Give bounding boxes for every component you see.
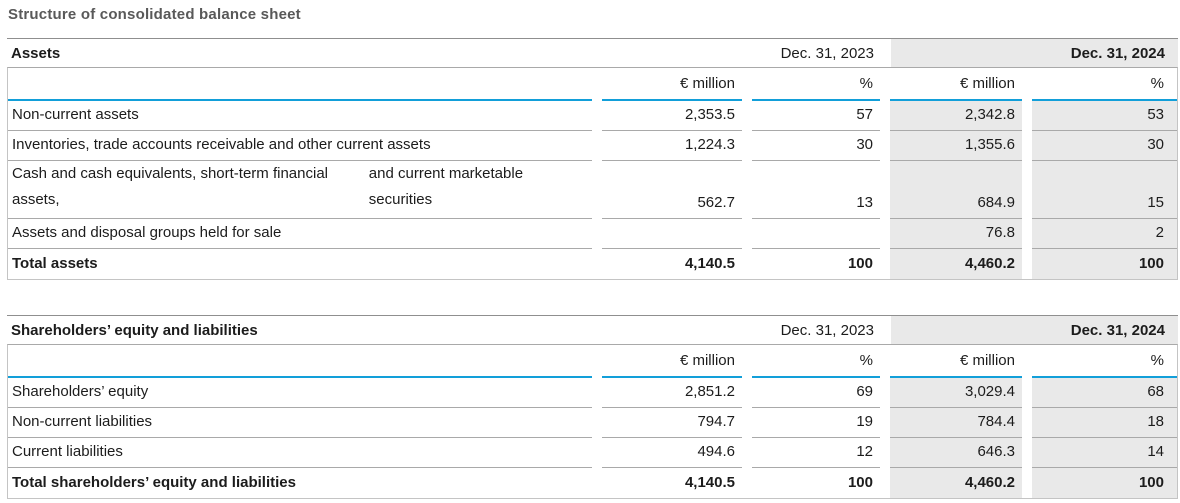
equity-table-body: € million % € million % Shareholders’ eq… [7,344,1178,499]
value-2024-percent: 100 [1032,468,1177,498]
unit-header-2024-eur-million: € million [890,345,1022,378]
value-2024-percent: 100 [1032,249,1177,279]
row-label: Non-current assets [8,101,592,131]
value-2024-percent: 30 [1032,131,1177,161]
unit-header-2024-percent: % [1032,68,1177,101]
value-2023-percent: 69 [752,378,880,408]
value-2023-eur-million: 2,851.2 [602,378,742,408]
value-2023-percent: 100 [847,474,873,491]
unit-header-2023-eur-million: € million [602,68,742,101]
table-row: Assets and disposal groups held for sale… [8,219,1177,249]
value-2024-eur-million: 684.9 [890,161,1022,219]
column-header-dec-31-2024: Dec. 31, 2024 [891,316,1178,344]
row-label: Current liabilities [8,438,592,468]
unit-header-spacer [8,68,592,101]
table-row: Non-current assets 2,353.5 57 2,342.8 53 [8,101,1177,131]
unit-header-row: € million % € million % [8,68,1177,101]
row-label: Assets and disposal groups held for sale [8,219,592,249]
value-2024-eur-million: 4,460.2 [890,249,1022,279]
value-2024-eur-million: 784.4 [890,408,1022,438]
page-title: Structure of consolidated balance sheet [8,6,301,23]
column-header-dec-31-2023: Dec. 31, 2023 [780,45,874,62]
value-2024-eur-million: 1,355.6 [890,131,1022,161]
assets-table-header-row: Assets Dec. 31, 2023 Dec. 31, 2024 [7,39,1178,67]
unit-header-2024-eur-million: € million [890,68,1022,101]
value-2024-eur-million: 76.8 [890,219,1022,249]
unit-header-2023-percent: % [752,68,880,101]
value-2023-percent: 100 [847,255,873,272]
table-row: Total assets 4,140.5 100 4,460.2 100 [8,249,1177,279]
value-2024-percent: 68 [1032,378,1177,408]
equity-table-title: Shareholders’ equity and liabilities [11,322,258,339]
table-row: Current liabilities 494.6 12 646.3 14 [8,438,1177,468]
value-2024-percent: 14 [1032,438,1177,468]
unit-header-spacer [8,345,592,378]
assets-table: Assets Dec. 31, 2023 Dec. 31, 2024 € mil… [7,38,1178,280]
value-2024-eur-million: 4,460.2 [890,468,1022,498]
value-2023-eur-million: 794.7 [602,408,742,438]
value-2023-eur-million: 562.7 [602,161,742,219]
value-2023-percent: 13 [752,161,880,219]
equity-table-header-row: Shareholders’ equity and liabilities Dec… [7,316,1178,344]
value-2024-percent: 18 [1032,408,1177,438]
unit-header-2023-percent: % [752,345,880,378]
column-header-dec-31-2023: Dec. 31, 2023 [780,322,874,339]
table-row: Inventories, trade accounts receivable a… [8,131,1177,161]
table-row: Total shareholders’ equity and liabiliti… [8,468,1177,498]
value-2023-eur-million: 1,224.3 [602,131,742,161]
row-label: Shareholders’ equity [8,378,592,408]
value-2023-percent: 57 [752,101,880,131]
value-2023-eur-million [602,219,742,249]
value-2024-eur-million: 2,342.8 [890,101,1022,131]
value-2023-percent: 19 [752,408,880,438]
value-2024-eur-million: 646.3 [890,438,1022,468]
value-2024-percent: 2 [1032,219,1177,249]
row-label: Total assets [12,255,98,272]
row-label: Cash and cash equivalents, short-term fi… [8,161,592,219]
value-2023-eur-million: 2,353.5 [602,101,742,131]
value-2023-eur-million: 494.6 [602,438,742,468]
equity-liabilities-table: Shareholders’ equity and liabilities Dec… [7,315,1178,499]
value-2024-eur-million: 3,029.4 [890,378,1022,408]
value-2023-percent [752,219,880,249]
value-2024-percent: 53 [1032,101,1177,131]
column-header-dec-31-2024: Dec. 31, 2024 [891,39,1178,67]
row-label: Inventories, trade accounts receivable a… [8,131,592,161]
value-2023-eur-million: 4,140.5 [684,255,735,272]
assets-table-title: Assets [11,45,61,62]
row-label: Non-current liabilities [8,408,592,438]
table-row: Shareholders’ equity 2,851.2 69 3,029.4 68 [8,378,1177,408]
row-label: Total shareholders’ equity and liabiliti… [12,474,296,491]
value-2023-percent: 30 [752,131,880,161]
table-row: Cash and cash equivalents, short-term fi… [8,161,1177,219]
unit-header-2024-percent: % [1032,345,1177,378]
unit-header-2023-eur-million: € million [602,345,742,378]
value-2023-percent: 12 [752,438,880,468]
table-row: Non-current liabilities 794.7 19 784.4 18 [8,408,1177,438]
unit-header-row: € million % € million % [8,345,1177,378]
assets-table-body: € million % € million % Non-current asse… [7,67,1178,280]
value-2024-percent: 15 [1032,161,1177,219]
value-2023-eur-million: 4,140.5 [684,474,735,491]
